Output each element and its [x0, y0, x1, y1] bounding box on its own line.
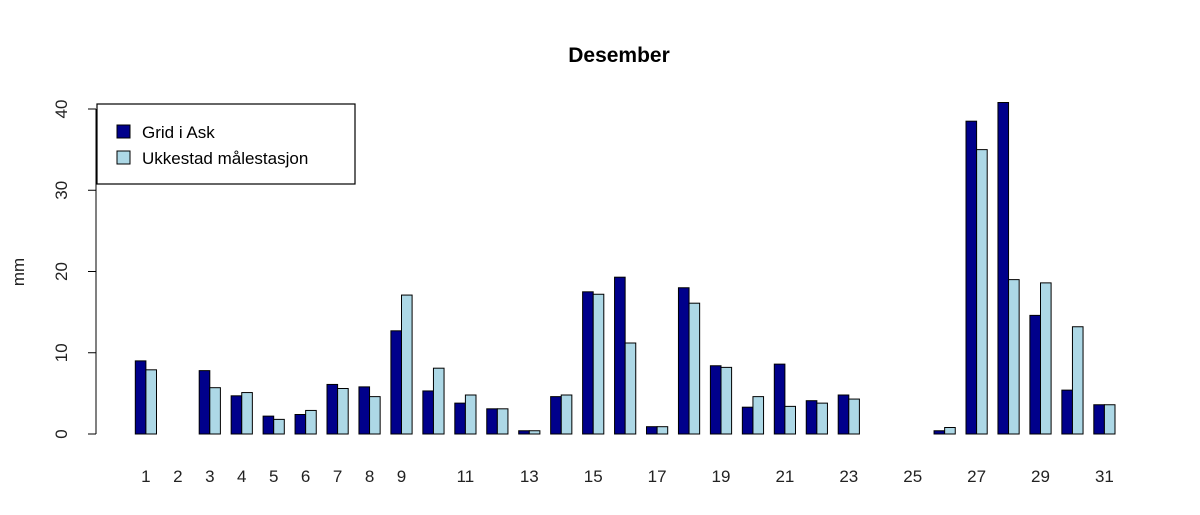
- bar-ukkestad-day-17: [656, 426, 669, 435]
- x-tick-label: 2: [173, 467, 182, 486]
- bar-grid-i-ask-day-20: [741, 406, 754, 435]
- legend-label-grid-i-ask: Grid i Ask: [142, 123, 215, 142]
- x-tick-label: 29: [1031, 467, 1050, 486]
- x-tick-label: 31: [1095, 467, 1114, 486]
- bar-ukkestad-day-30: [1071, 326, 1084, 435]
- x-tick-label: 8: [365, 467, 374, 486]
- x-tick-label: 9: [397, 467, 406, 486]
- x-tick-label: 7: [333, 467, 342, 486]
- x-tick-label: 17: [648, 467, 667, 486]
- legend-swatch-ukkestad: [116, 150, 131, 165]
- bar-grid-i-ask-day-13: [518, 430, 530, 435]
- bar-ukkestad-day-31: [1103, 404, 1116, 435]
- y-axis: 0 10 20 30 40: [52, 100, 97, 439]
- bar-grid-i-ask-day-19: [709, 365, 722, 435]
- bar-grid-i-ask-day-14: [550, 396, 562, 435]
- bar-ukkestad-day-8: [369, 396, 381, 435]
- bar-grid-i-ask-day-4: [230, 395, 243, 435]
- bar-grid-i-ask-day-17: [646, 426, 658, 435]
- bar-ukkestad-day-7: [337, 388, 349, 435]
- bar-ukkestad-day-3: [209, 387, 221, 435]
- y-tick-label: 20: [52, 262, 71, 281]
- bar-ukkestad-day-29: [1040, 282, 1052, 435]
- bar-ukkestad-day-23: [848, 398, 860, 435]
- bar-grid-i-ask-day-10: [422, 390, 434, 435]
- bar-grid-i-ask-day-29: [1029, 314, 1042, 435]
- bar-ukkestad-day-19: [720, 366, 733, 435]
- y-tick-label: 10: [52, 343, 71, 362]
- bar-grid-i-ask-day-21: [773, 363, 786, 435]
- legend: Grid i Ask Ukkestad målestasjon: [96, 103, 356, 185]
- x-tick-label: 19: [712, 467, 731, 486]
- bar-ukkestad-day-28: [1008, 279, 1020, 435]
- x-tick-label: 23: [839, 467, 858, 486]
- bar-grid-i-ask-day-30: [1061, 389, 1073, 435]
- bar-ukkestad-day-12: [496, 408, 509, 435]
- x-tick-label: 27: [967, 467, 986, 486]
- bar-grid-i-ask-day-12: [486, 408, 498, 435]
- bar-ukkestad-day-15: [592, 293, 605, 435]
- bar-ukkestad-day-18: [688, 302, 701, 435]
- x-axis-labels: 1 2 3 4 5 6 7 8 9 11 13 15 17 19 21 23 25 27 29 31: [141, 467, 1114, 486]
- bar-grid-i-ask-day-23: [837, 394, 850, 435]
- x-tick-label: 1: [141, 467, 150, 486]
- bar-ukkestad-day-10: [432, 367, 445, 435]
- bar-ukkestad-day-26: [944, 427, 956, 435]
- y-tick-label: 30: [52, 181, 71, 200]
- bar-grid-i-ask-day-27: [965, 120, 978, 435]
- x-tick-label: 25: [903, 467, 922, 486]
- bar-ukkestad-day-22: [816, 402, 828, 435]
- bar-ukkestad-day-4: [241, 392, 253, 435]
- bar-grid-i-ask-day-8: [358, 386, 371, 435]
- bar-grid-i-ask-day-31: [1093, 404, 1105, 435]
- bar-grid-i-ask-day-16: [614, 276, 626, 435]
- bar-ukkestad-day-20: [752, 396, 765, 435]
- bar-grid-i-ask-day-26: [933, 430, 946, 435]
- legend-box: [96, 103, 356, 185]
- y-tick-label: 40: [52, 100, 71, 119]
- bar-ukkestad-day-16: [624, 342, 637, 435]
- bar-grid-i-ask-day-3: [198, 370, 211, 435]
- x-tick-label: 13: [520, 467, 539, 486]
- bar-ukkestad-day-9: [401, 294, 413, 435]
- bar-ukkestad-day-21: [784, 405, 797, 435]
- bar-ukkestad-day-6: [305, 409, 317, 435]
- x-tick-label: 11: [457, 467, 475, 486]
- bar-ukkestad-day-13: [528, 430, 541, 435]
- legend-label-ukkestad: Ukkestad målestasjon: [142, 149, 308, 168]
- x-tick-label: 4: [237, 467, 246, 486]
- bar-grid-i-ask-day-22: [805, 400, 818, 435]
- bars: [134, 102, 1116, 435]
- bar-ukkestad-day-11: [464, 394, 477, 435]
- bar-grid-i-ask-day-5: [262, 415, 275, 435]
- x-tick-label: 5: [269, 467, 278, 486]
- bar-grid-i-ask-day-6: [294, 414, 307, 435]
- bar-grid-i-ask-day-15: [582, 291, 594, 435]
- bar-ukkestad-day-1: [145, 369, 157, 435]
- bar-ukkestad-day-5: [273, 418, 285, 435]
- bar-ukkestad-day-14: [560, 394, 573, 435]
- bar-grid-i-ask-day-7: [326, 383, 339, 435]
- y-axis-label: mm: [9, 258, 28, 286]
- bar-grid-i-ask-day-18: [677, 287, 690, 435]
- bar-grid-i-ask-day-11: [454, 402, 466, 435]
- x-tick-label: 6: [301, 467, 310, 486]
- bar-grid-i-ask-day-9: [390, 330, 402, 435]
- bar-grid-i-ask-day-1: [134, 360, 147, 435]
- chart-title: Desember: [568, 44, 670, 67]
- x-tick-label: 21: [775, 467, 794, 486]
- bar-grid-i-ask-day-28: [997, 102, 1010, 435]
- y-tick-label: 0: [52, 429, 71, 438]
- x-tick-label: 3: [205, 467, 214, 486]
- legend-swatch-grid-i-ask: [116, 124, 131, 139]
- bar-ukkestad-day-27: [976, 149, 988, 435]
- x-tick-label: 15: [584, 467, 603, 486]
